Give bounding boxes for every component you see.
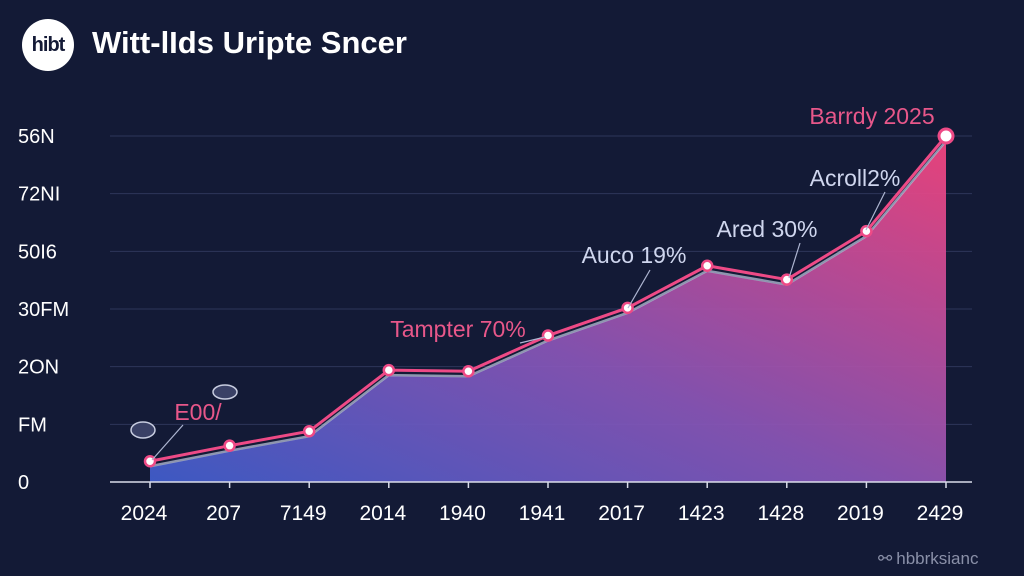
x-tick-label: 1941 [519,502,566,525]
x-tick-label: 2429 [917,502,964,525]
y-tick-label: 56N [18,126,55,148]
y-tick-label: 72NI [18,184,60,206]
x-tick-label: 2017 [598,502,645,525]
y-tick-label: 50I6 [18,241,57,263]
x-tick-label: 2014 [359,502,406,525]
chart-title: Witt-lIds Uripte Sncer [92,25,407,60]
brand-logo-text: hibt [31,33,66,56]
data-point [541,329,555,342]
bubble-icon [130,421,156,439]
x-tick-label: 2024 [121,502,168,525]
area-fill [150,142,946,482]
watermark-icon: ⚯ [878,549,893,568]
x-tick-label: 1428 [757,502,804,525]
y-tick-label: 30FM [18,299,69,321]
data-point [462,365,475,378]
bubble-icon [212,384,238,400]
data-point [382,363,396,377]
annotation-leader [865,191,886,231]
data-point [780,273,794,286]
annotation-label: Ared 30% [716,216,817,242]
y-tick-label: 0 [18,472,29,494]
x-tick-label: 1423 [678,502,725,525]
data-point [302,425,316,438]
annotation-label: Acroll2% [810,165,901,191]
x-tick-label: 2019 [837,502,884,525]
annotation-label: Tampter 70% [390,316,526,342]
annotation-leader [627,269,651,309]
watermark-text: hbbrksianc [896,549,979,568]
annotation-leader [788,242,801,279]
data-point [621,301,634,315]
x-tick-label: 7149 [280,502,327,525]
x-tick-label: 207 [206,502,241,525]
y-tick-label: FM [18,414,47,436]
data-point [700,259,714,272]
annotation-leader [519,336,546,344]
annotation-label: Barrdy 2025 [809,103,934,129]
data-point [937,127,955,145]
watermark: ⚯ hbbrksianc [878,549,978,569]
data-point [223,439,236,452]
x-tick-label: 1940 [439,502,486,525]
annotation-label: E00/ [174,399,222,425]
annotation-label: Auco 19% [582,242,687,268]
y-tick-label: 2ON [18,357,59,379]
annotation-leader [151,424,184,461]
brand-logo: hibt [22,19,74,71]
data-point [860,224,873,238]
